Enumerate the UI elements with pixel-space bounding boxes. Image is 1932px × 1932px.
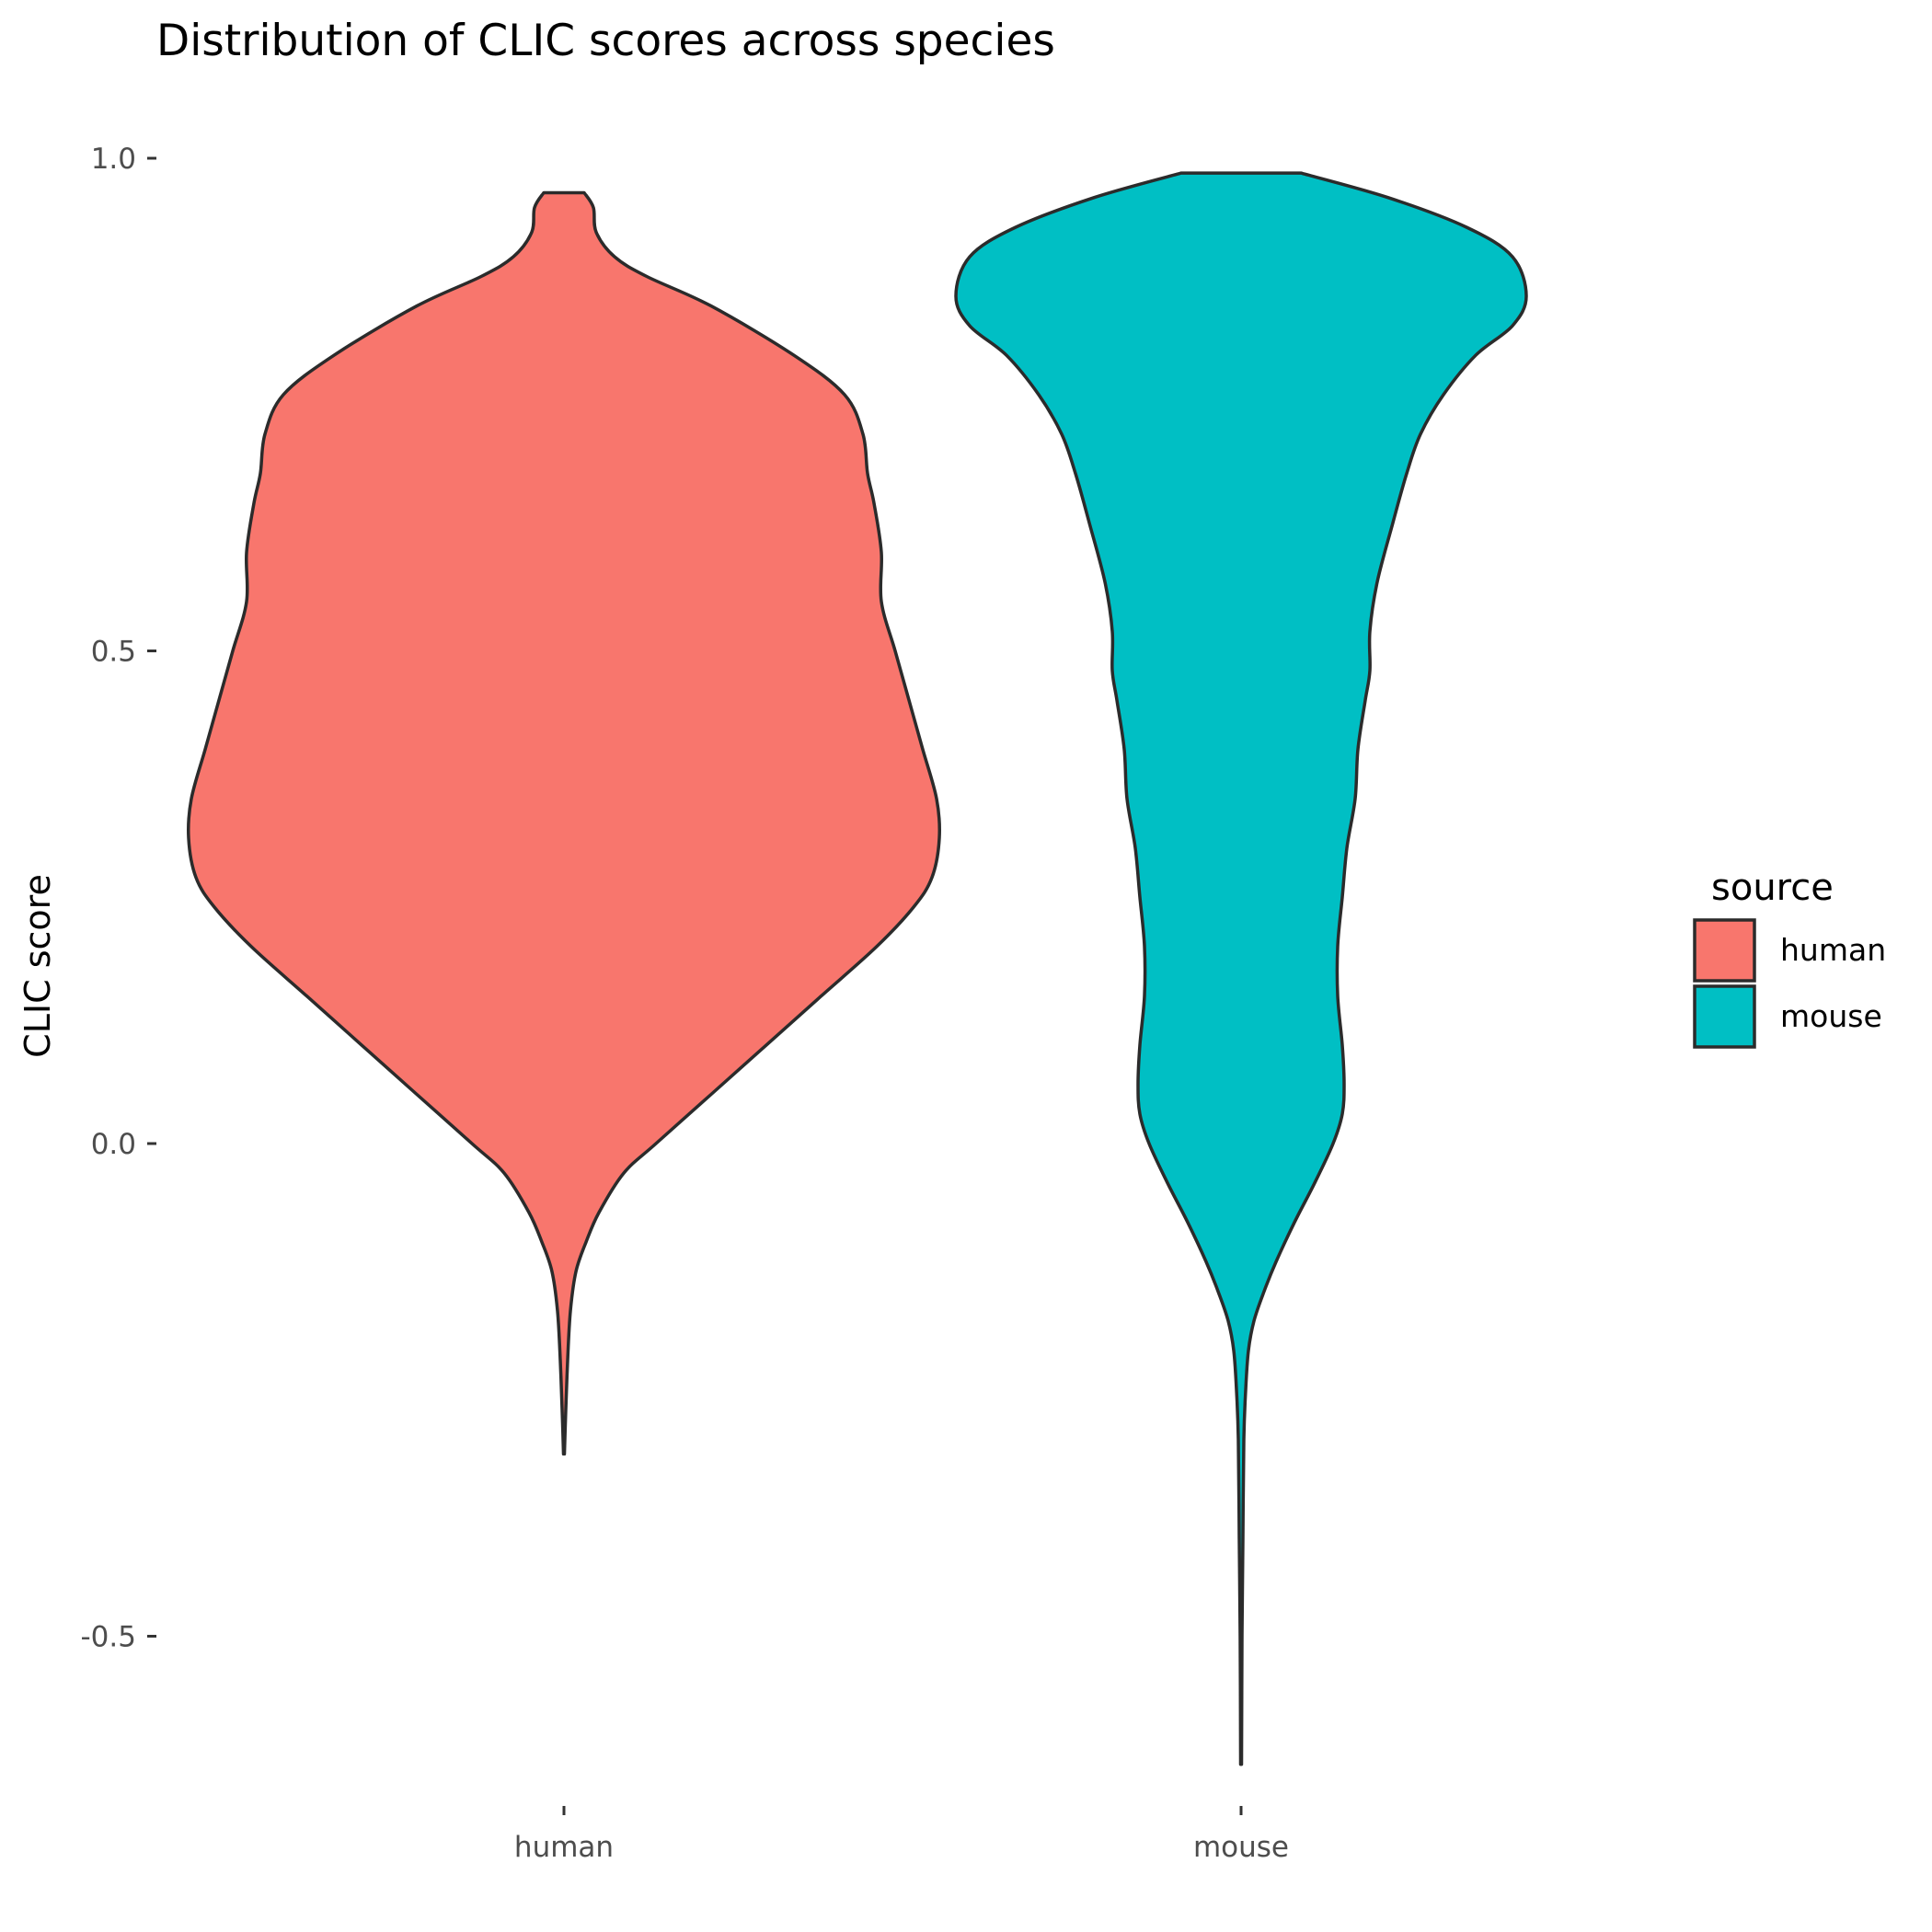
y-tick-label: 0.0 (91, 1128, 136, 1161)
x-tick-label-mouse: mouse (1193, 1831, 1289, 1864)
legend: source human mouse (1693, 867, 1886, 1049)
y-tick-label: 1.0 (91, 143, 136, 176)
y-tick-label: 0.5 (91, 636, 136, 669)
x-axis: human mouse (514, 1806, 1289, 1864)
legend-key-mouse (1693, 984, 1756, 1049)
chart-title: Distribution of CLIC scores across speci… (156, 16, 1055, 66)
violins (186, 171, 1528, 1766)
legend-title: source (1711, 867, 1834, 909)
legend-label-human: human (1780, 932, 1886, 968)
x-tick-label-human: human (514, 1831, 614, 1864)
y-tick-label: -0.5 (81, 1621, 137, 1654)
legend-label-mouse: mouse (1780, 998, 1882, 1034)
violin-human (186, 190, 942, 1456)
violin-mouse (954, 171, 1528, 1766)
legend-key-human (1693, 918, 1756, 983)
y-axis: 1.0 0.5 0.0 -0.5 (81, 143, 156, 1654)
y-axis-title: CLIC score (17, 874, 58, 1058)
